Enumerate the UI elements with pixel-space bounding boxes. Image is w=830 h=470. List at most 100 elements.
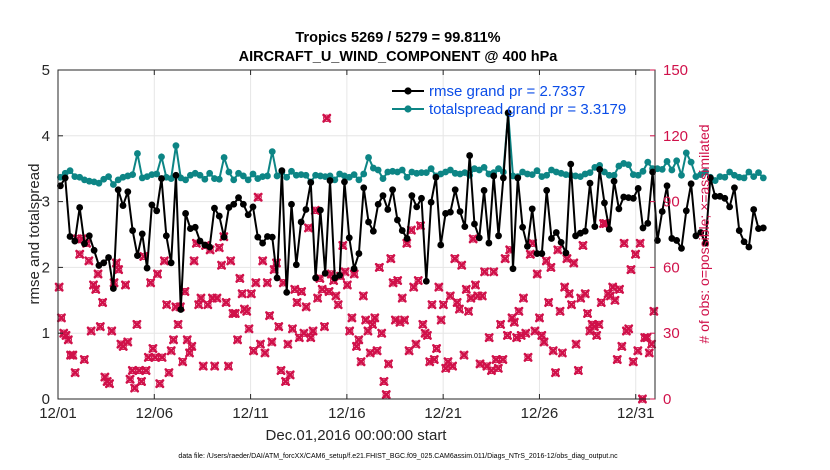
obs-assimilated-marker-150 xyxy=(397,293,407,303)
obs-assimilated-marker-121 xyxy=(331,291,341,301)
obs-assimilated-marker-190 xyxy=(489,267,499,277)
obs-assimilated-marker-62 xyxy=(196,293,206,303)
obs-assimilated-marker-68 xyxy=(210,361,220,371)
obs-possible-marker-153 xyxy=(405,347,413,355)
obs-assimilated-marker-252 xyxy=(631,249,641,259)
rmse-marker-120 xyxy=(634,185,642,192)
obs-possible-marker-85 xyxy=(249,347,258,355)
obs-possible-marker-141 xyxy=(377,329,386,337)
obs-assimilated-marker-16 xyxy=(91,284,101,294)
obs-assimilated-marker-59 xyxy=(189,256,199,266)
rmse-marker-34 xyxy=(220,233,228,241)
obs-assimilated-marker-71 xyxy=(217,260,227,270)
obs-assimilated-marker-178 xyxy=(461,284,471,294)
obs-assimilated-marker-193 xyxy=(496,319,506,329)
x-tick-label-6: 12/31 xyxy=(617,405,655,422)
obs-assimilated-marker-41 xyxy=(148,344,158,354)
legend: rmse grand pr = 2.7337 totalspread grand… xyxy=(392,83,626,118)
x-tick-label-4: 12/21 xyxy=(424,405,462,422)
y-axis-label-right: # of obs: o=possible; ×=assimilated xyxy=(696,124,712,343)
obs-possible-marker-128 xyxy=(348,314,356,322)
obs-possible-marker-165 xyxy=(432,344,441,353)
obs-assimilated-marker-36 xyxy=(136,376,146,386)
obs-assimilated-marker-130 xyxy=(352,341,361,351)
obs-assimilated-marker-111 xyxy=(308,326,318,336)
rmse-marker-29 xyxy=(196,237,204,245)
obs-assimilated-marker-46 xyxy=(159,256,169,266)
obs-possible-marker-75 xyxy=(226,257,235,265)
totalspread-marker-34 xyxy=(220,154,228,161)
obs-possible-marker-171 xyxy=(446,292,454,300)
obs-assimilated-marker-138 xyxy=(370,313,380,323)
obs-assimilated-marker-195 xyxy=(500,254,510,264)
obs-assimilated-marker-225 xyxy=(569,258,579,268)
obs-possible-marker-96 xyxy=(275,322,283,331)
rmse-marker-126 xyxy=(663,182,671,190)
rmse-marker-1 xyxy=(61,174,69,182)
obs-possible-marker-126 xyxy=(343,281,352,289)
obs-assimilated-marker-230 xyxy=(580,289,590,299)
obs-assimilated-marker-141 xyxy=(377,328,387,338)
obs-possible-marker-87 xyxy=(254,193,262,201)
obs-assimilated-marker-258 xyxy=(644,348,654,358)
obs-assimilated-marker-162 xyxy=(425,357,435,367)
totalspread-marker-47 xyxy=(283,173,291,181)
obs-assimilated-marker-191 xyxy=(491,355,501,365)
rmse-marker-7 xyxy=(90,246,98,254)
obs-possible-marker-45 xyxy=(158,353,166,362)
obs-assimilated-marker-194 xyxy=(498,355,508,365)
totalspread-marker-36 xyxy=(230,176,238,184)
obs-possible-marker-68 xyxy=(210,362,219,370)
obs-possible-marker-201 xyxy=(515,307,523,315)
rmse-marker-88 xyxy=(480,187,488,194)
rmse-marker-139 xyxy=(726,203,734,211)
obs-assimilated-marker-203 xyxy=(518,293,528,303)
obs-assimilated-marker-132 xyxy=(356,357,366,367)
obs-assimilated-marker-224 xyxy=(567,300,577,310)
totalspread-marker-71 xyxy=(398,166,406,174)
obs-possible-marker-221 xyxy=(560,283,569,291)
rmse-marker-0 xyxy=(57,182,64,190)
obs-possible-marker-142 xyxy=(380,377,388,386)
totalspread-marker-98 xyxy=(528,171,536,179)
obs-possible-marker-11 xyxy=(80,355,89,364)
obs-assimilated-marker-199 xyxy=(509,317,519,327)
obs-assimilated-marker-142 xyxy=(379,376,389,386)
rmse-marker-112 xyxy=(596,165,604,173)
rmse-marker-106 xyxy=(567,160,575,168)
totalspread-marker-44 xyxy=(268,148,276,155)
obs-possible-marker-40 xyxy=(146,279,155,287)
rmse-marker-61 xyxy=(350,265,358,273)
obs-assimilated-marker-15 xyxy=(88,280,98,290)
obs-assimilated-marker-99 xyxy=(281,376,291,386)
obs-assimilated-marker-179 xyxy=(464,306,474,316)
obs-possible-marker-214 xyxy=(544,298,553,307)
rmse-marker-3 xyxy=(71,237,79,245)
obs-assimilated-marker-43 xyxy=(153,269,162,279)
y-tick-labels-left: 0 1 2 3 4 5 xyxy=(42,62,50,408)
obs-assimilated-marker-82 xyxy=(242,306,252,316)
totalspread-marker-118 xyxy=(625,161,632,169)
totalspread-marker-131 xyxy=(687,158,695,166)
obs-possible-marker-244 xyxy=(613,355,621,364)
totalspread-marker-126 xyxy=(663,158,671,165)
totalspread-marker-114 xyxy=(605,171,613,179)
obs-possible-marker-195 xyxy=(501,254,509,263)
obs-assimilated-marker-242 xyxy=(608,282,618,292)
obs-possible-marker-31 xyxy=(126,375,134,383)
obs-assimilated-marker-76 xyxy=(228,308,238,318)
obs-assimilated-marker-104 xyxy=(292,297,302,307)
obs-assimilated-marker-168 xyxy=(438,300,448,310)
y-tick-label-left-4: 4 xyxy=(42,128,50,145)
obs-assimilated-marker-208 xyxy=(530,326,540,336)
totalspread-marker-81 xyxy=(446,166,454,174)
obs-assimilated-marker-115 xyxy=(317,284,327,294)
rmse-series xyxy=(57,109,767,313)
obs-assimilated-marker-216 xyxy=(548,346,558,356)
rmse-marker-73 xyxy=(408,192,416,200)
obs-possible-marker-140 xyxy=(375,263,384,272)
obs-assimilated-marker-50 xyxy=(169,335,179,345)
rmse-marker-101 xyxy=(543,187,551,194)
obs-assimilated-marker-70 xyxy=(214,243,224,253)
rmse-marker-64 xyxy=(365,218,372,226)
